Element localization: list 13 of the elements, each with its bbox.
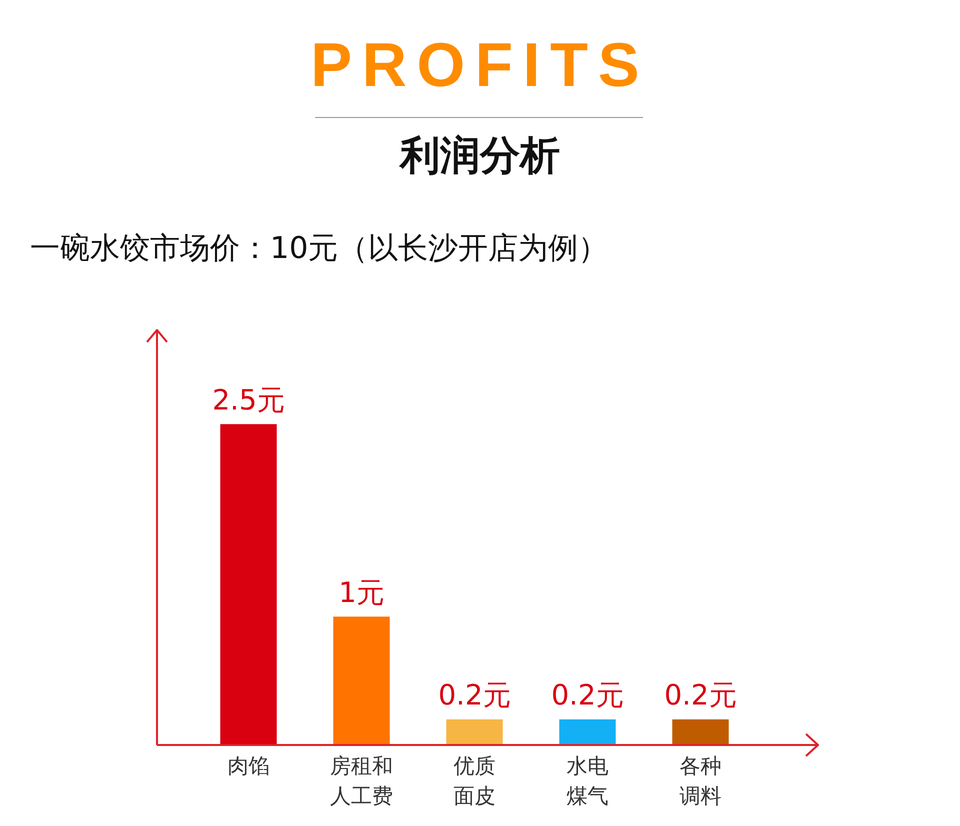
chart-title: PROFITS [310,30,650,101]
data-label: 0.2元 [438,678,511,712]
data-label: 1元 [338,576,384,609]
data-label: 0.2元 [551,678,624,712]
data-label: 2.5元 [212,383,285,416]
chart-subtitle: 利润分析 [398,132,561,181]
x-tick-label: 肉馅 [228,754,270,778]
x-tick-label: 各种调料 [680,754,722,808]
x-tick-label: 优质面皮 [454,754,496,808]
data-label: 0.2元 [664,678,737,712]
x-tick-label: 水电煤气 [566,754,608,808]
x-tick-label: 房租和人工费 [330,754,393,808]
text: 一碗水饺市场价：10元（以长沙开店为例） [30,230,608,268]
